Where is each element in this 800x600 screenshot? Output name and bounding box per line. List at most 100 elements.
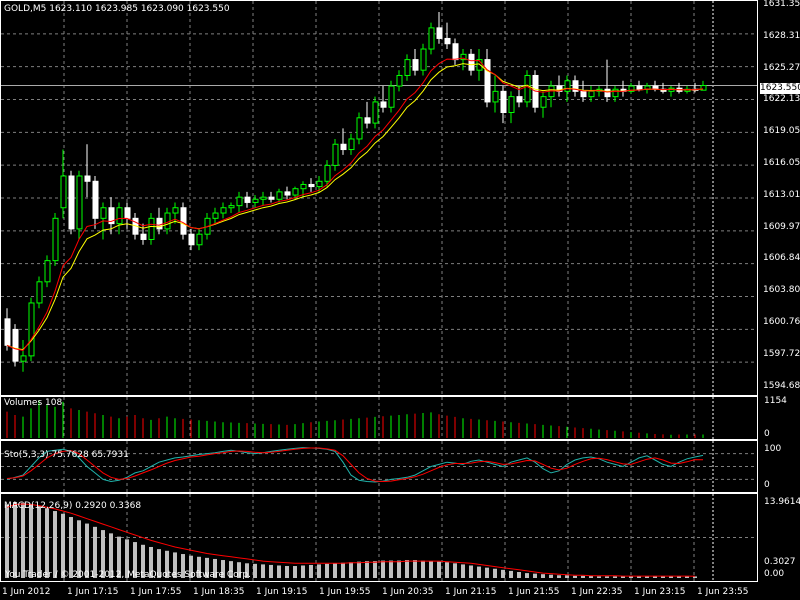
macd-label: MACD(12,26,9) 0.2920 0.3368 (4, 501, 142, 511)
price-axis-label: 1619.050 (763, 126, 800, 137)
macd-bar (173, 552, 177, 578)
price-axis-label: 1625.270 (763, 62, 800, 73)
macd-bar (229, 561, 233, 578)
time-axis-label: 1 Jun 19:55 (319, 587, 371, 597)
stochastic-pane[interactable]: Sto(5,3,3) 75.7628 65.7931 100 0 (0, 440, 800, 493)
candle-body (188, 233, 195, 246)
macd-bar (501, 569, 505, 578)
macd-plot-area[interactable] (0, 493, 758, 582)
candle-body (28, 302, 35, 357)
candle-body (12, 328, 19, 362)
ma-fast-line (6, 57, 704, 351)
macd-bar (253, 563, 257, 578)
time-axis-label: 1 Jun 20:35 (382, 587, 434, 597)
candle-body (260, 196, 267, 200)
macd-bar (629, 576, 633, 578)
macd-bar (221, 560, 225, 578)
price-axis-label: 1613.010 (763, 189, 800, 200)
macd-bar (269, 564, 273, 578)
macd-bar (285, 566, 289, 578)
macd-histogram (1, 494, 757, 581)
candle-body (68, 175, 75, 230)
macd-bar (21, 502, 25, 578)
ma-slow-line (6, 63, 704, 351)
candle-body (100, 207, 107, 219)
candle-body (164, 212, 171, 230)
main-plot-area[interactable] (0, 0, 758, 396)
candle-body (268, 196, 275, 200)
macd-bar (133, 542, 137, 578)
candle-body (628, 85, 635, 92)
candle-body (148, 217, 155, 240)
macd-bar (621, 576, 625, 578)
stochastic-plot-area[interactable] (0, 440, 758, 493)
macd-bar (413, 560, 417, 578)
volumes-histogram (6, 397, 714, 439)
copyright-text: You Trader / © 2001-2012, MetaQuotes Sof… (5, 570, 251, 580)
macd-bar (125, 539, 129, 578)
candle-body (276, 191, 283, 200)
candle-body (60, 175, 67, 209)
macd-bar (365, 561, 369, 578)
candle-body (404, 59, 411, 76)
macd-bar (261, 564, 265, 578)
candle-body (180, 207, 187, 235)
macd-bar (317, 564, 321, 578)
stochastic-axis-max: 100 (764, 444, 782, 454)
macd-bar (493, 568, 497, 578)
macd-bar (29, 503, 33, 578)
time-axis-label: 1 Jun 22:35 (571, 587, 623, 597)
macd-bar (645, 576, 649, 578)
macd-bar (661, 576, 665, 578)
candle-body (292, 188, 299, 196)
candle-body (244, 196, 251, 203)
volumes-plot-area[interactable] (0, 396, 758, 440)
candle-body (460, 53, 467, 61)
time-axis-label: 1 Jun 18:35 (193, 587, 245, 597)
price-axis-label: 1616.055 (763, 158, 800, 168)
macd-bar (469, 565, 473, 578)
time-axis-label: 1 Jun 17:55 (130, 587, 182, 597)
price-axis-label: 1628.310 (763, 30, 800, 41)
volumes-pane[interactable]: Volumes 108 1154 0 (0, 396, 800, 440)
macd-bar (677, 576, 681, 578)
macd-bar (309, 564, 313, 578)
stochastic-label: Sto(5,3,3) 75.7628 65.7931 (4, 450, 129, 460)
macd-bar (13, 502, 17, 578)
candle-body (524, 74, 531, 103)
macd-axis-max: 13.9614 (764, 497, 800, 507)
volumes-axis-max: 1154 (764, 396, 787, 406)
macd-bar (541, 574, 545, 578)
candlestick-chart (1, 1, 757, 395)
macd-bar (93, 526, 97, 578)
main-chart-pane[interactable]: GOLD,M5 1623.110 1623.985 1623.090 1623.… (0, 0, 800, 396)
candle-body (500, 90, 507, 114)
macd-axis-min: 0.00 (764, 569, 785, 579)
macd-bar (693, 576, 697, 578)
time-axis-label: 1 Jun 23:55 (697, 587, 749, 597)
price-axis: 1631.350 1628.310 1625.270 1622.135 1619.050… (760, 0, 800, 396)
macd-bar (381, 560, 385, 578)
candle-body (340, 143, 347, 151)
macd-bar (237, 562, 241, 578)
macd-bar (141, 544, 145, 578)
time-axis: 1 Jun 2012 1 Jun 17:15 1 Jun 17:55 1 Jun 18… (0, 583, 800, 600)
time-axis-label: 1 Jun 21:55 (508, 587, 560, 597)
macd-bar (373, 561, 377, 578)
candle-body (92, 180, 99, 219)
candle-body (420, 48, 427, 71)
macd-bar (5, 504, 9, 578)
time-axis-label: 1 Jun 2012 (2, 587, 51, 597)
candle-body (52, 217, 59, 262)
candle-body (220, 207, 227, 214)
volumes-axis-min: 0 (764, 429, 770, 439)
macd-bar (477, 566, 481, 578)
candle-body (108, 207, 115, 225)
macd-bar (581, 575, 585, 578)
macd-bar (357, 561, 361, 578)
candle-body (364, 117, 371, 124)
macd-pane[interactable]: MACD(12,26,9) 0.2920 0.3368 13.9614 0.30… (0, 493, 800, 582)
candle-body (44, 260, 51, 283)
macd-bar (293, 566, 297, 578)
macd-bar (485, 567, 489, 578)
